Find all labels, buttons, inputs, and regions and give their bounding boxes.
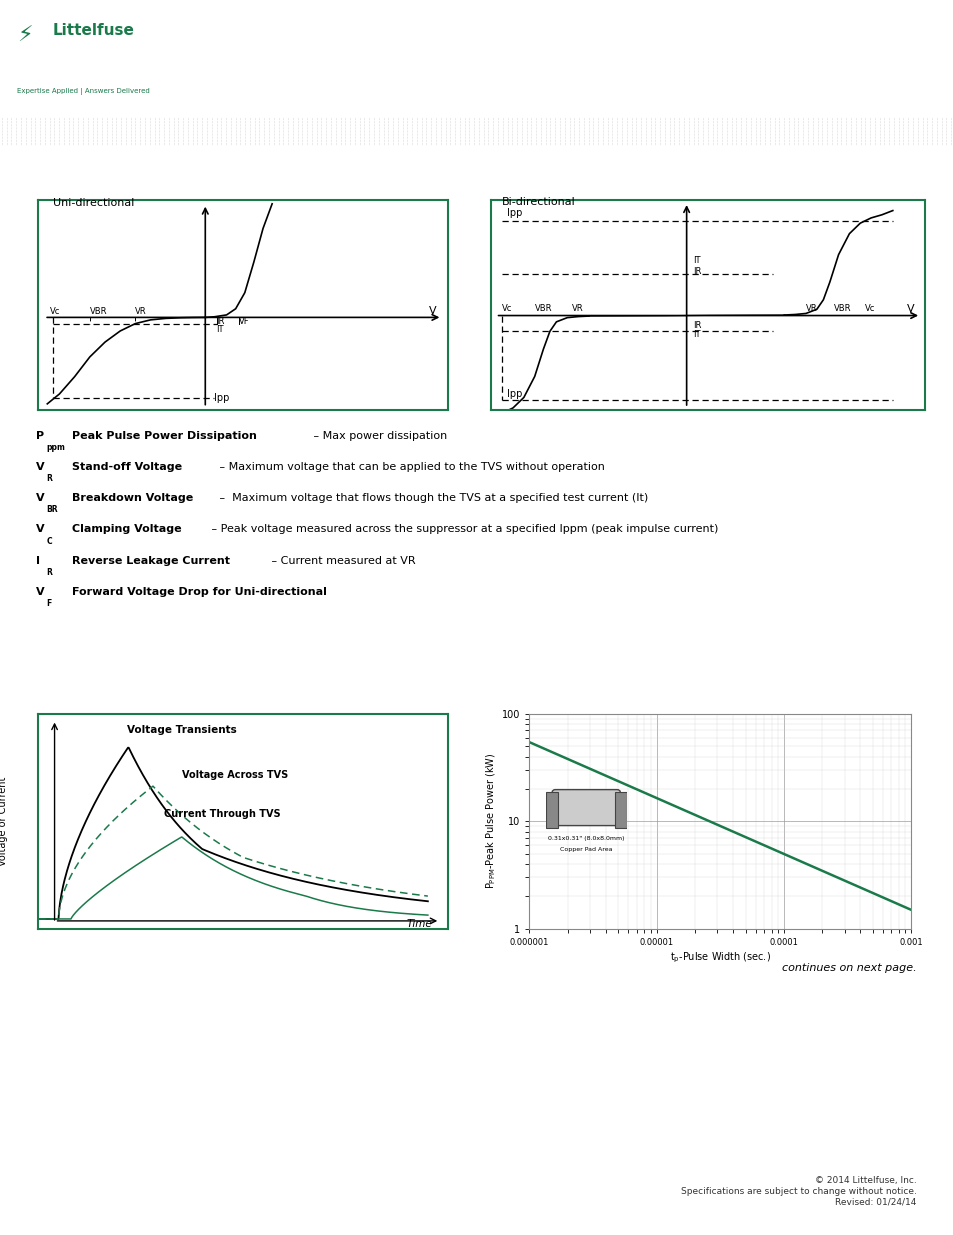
Text: VBR: VBR — [833, 304, 851, 314]
FancyBboxPatch shape — [552, 789, 619, 825]
Text: ⚡: ⚡ — [17, 26, 32, 46]
Bar — [545, 792, 558, 829]
Text: Bi-directional: Bi-directional — [501, 198, 576, 207]
Text: Surface Mount – 1500W > SMCJ series: Surface Mount – 1500W > SMCJ series — [167, 73, 448, 88]
Text: IT: IT — [693, 330, 700, 338]
Text: VR: VR — [135, 306, 147, 316]
Text: Figure 2 - Peak Pulse Power Rating: Figure 2 - Peak Pulse Power Rating — [493, 685, 712, 695]
Text: © 2014 Littelfuse, Inc.
Specifications are subject to change without notice.
Rev: © 2014 Littelfuse, Inc. Specifications a… — [679, 1176, 916, 1207]
Text: IR: IR — [693, 267, 700, 275]
Text: Transient Voltage Suppression Diodes: Transient Voltage Suppression Diodes — [167, 23, 614, 43]
Text: Copper Pad Area: Copper Pad Area — [559, 847, 612, 852]
Text: Figure 1 - TVS Transients Clamping Waveform: Figure 1 - TVS Transients Clamping Wavef… — [39, 685, 326, 695]
Text: V: V — [36, 493, 45, 503]
Text: Vc: Vc — [51, 306, 61, 316]
Text: P: P — [36, 431, 44, 441]
Text: IR: IR — [215, 317, 224, 326]
Text: VR: VR — [805, 304, 817, 314]
Text: Forward Voltage Drop for Uni-directional: Forward Voltage Drop for Uni-directional — [71, 587, 326, 597]
Text: (Ta=25°C unless otherwise noted): (Ta=25°C unless otherwise noted) — [378, 636, 532, 646]
FancyBboxPatch shape — [11, 14, 150, 104]
Text: Vc: Vc — [501, 304, 512, 314]
Text: I-V Curve Characteristics: I-V Curve Characteristics — [39, 169, 224, 182]
Text: – Peak voltage measured across the suppressor at a specified Ippm (peak impulse : – Peak voltage measured across the suppr… — [208, 525, 718, 535]
Text: Voltage Transients: Voltage Transients — [127, 725, 236, 735]
Text: continues on next page.: continues on next page. — [781, 963, 916, 973]
Text: Ipp: Ipp — [506, 207, 521, 217]
Text: IT: IT — [693, 256, 700, 266]
Text: BR: BR — [47, 505, 58, 514]
Text: – Current measured at VR: – Current measured at VR — [268, 556, 415, 566]
Text: VR: VR — [571, 304, 582, 314]
Text: Breakdown Voltage: Breakdown Voltage — [71, 493, 193, 503]
Text: Ipp: Ipp — [214, 394, 230, 404]
Text: Clamping Voltage: Clamping Voltage — [71, 525, 181, 535]
Bar — [614, 792, 626, 829]
Text: VBR: VBR — [534, 304, 552, 314]
Text: 0.31x0.31" (8.0x8.0mm): 0.31x0.31" (8.0x8.0mm) — [547, 836, 624, 841]
Text: V: V — [36, 587, 45, 597]
Text: Stand-off Voltage: Stand-off Voltage — [71, 462, 182, 472]
Text: F: F — [47, 599, 51, 608]
X-axis label: $\mathregular{t_p}$-Pulse Width (sec.): $\mathregular{t_p}$-Pulse Width (sec.) — [669, 951, 770, 966]
Text: VF: VF — [238, 317, 249, 326]
Text: Voltage Across TVS: Voltage Across TVS — [182, 771, 288, 781]
Text: Ratings and Characteristic Curves: Ratings and Characteristic Curves — [39, 635, 294, 647]
Text: – Max power dissipation: – Max power dissipation — [310, 431, 447, 441]
Text: R: R — [47, 474, 52, 483]
Text: Littelfuse: Littelfuse — [52, 23, 134, 38]
Text: V: V — [906, 304, 914, 314]
Text: Voltage or Current: Voltage or Current — [0, 777, 9, 866]
Text: Time: Time — [406, 919, 432, 929]
Text: C: C — [47, 536, 52, 546]
Text: Ipp: Ipp — [506, 389, 521, 399]
Text: Current Through TVS: Current Through TVS — [164, 809, 281, 819]
Text: Peak Pulse Power Dissipation: Peak Pulse Power Dissipation — [71, 431, 256, 441]
Text: VBR: VBR — [90, 306, 107, 316]
Text: IR: IR — [693, 321, 700, 330]
Text: V: V — [36, 525, 45, 535]
Text: Vc: Vc — [863, 304, 874, 314]
Text: Reverse Leakage Current: Reverse Leakage Current — [71, 556, 230, 566]
Text: –  Maximum voltage that flows though the TVS at a specified test current (It): – Maximum voltage that flows though the … — [216, 493, 648, 503]
Text: V: V — [36, 462, 45, 472]
Text: – Maximum voltage that can be applied to the TVS without operation: – Maximum voltage that can be applied to… — [216, 462, 605, 472]
Text: I: I — [36, 556, 40, 566]
Text: V: V — [428, 306, 436, 316]
Text: IT: IT — [215, 325, 223, 333]
Text: Expertise Applied | Answers Delivered: Expertise Applied | Answers Delivered — [17, 88, 150, 95]
Text: R: R — [47, 568, 52, 577]
Text: Uni-directional: Uni-directional — [53, 199, 134, 209]
Y-axis label: $\mathregular{P_{PPM}}$-Peak Pulse Power (kW): $\mathregular{P_{PPM}}$-Peak Pulse Power… — [484, 753, 497, 889]
Text: ppm: ppm — [47, 443, 66, 452]
